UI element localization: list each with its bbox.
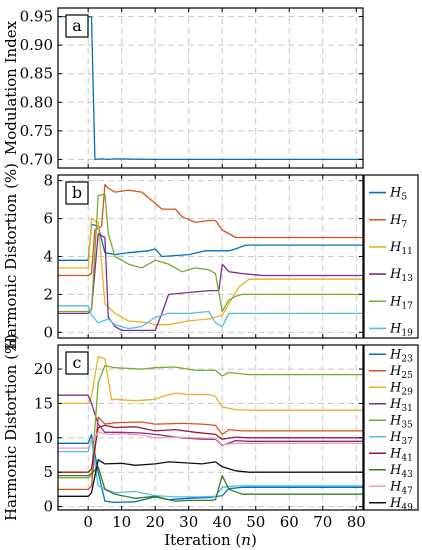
y-tick-label: 10 [34, 429, 53, 447]
y-tick-label: 2 [43, 285, 53, 303]
y-tick-label: 6 [43, 210, 53, 228]
series-line-h41 [58, 424, 363, 473]
series-line-0 [58, 15, 363, 161]
legend-label-h43: H43 [389, 463, 413, 480]
legend-label-h19: H19 [389, 321, 413, 338]
legend-label-h5: H5 [389, 186, 407, 203]
legend: H5 H7 H11 H13 H17 H19 [363, 174, 419, 339]
y-tick-label: 0.75 [20, 122, 53, 140]
y-tick-label: 0.95 [20, 8, 53, 26]
x-tick-label: 0 [83, 513, 93, 531]
panel-label: b [72, 183, 82, 202]
series-line-h29 [58, 356, 363, 411]
y-tick-label: 0.85 [20, 65, 53, 83]
legend-label-h29: H29 [389, 380, 413, 397]
panel-c: 0 5 10 15 20 0 10 20 30 40 50 60 70 80 Iteration (n) Ha… [2, 334, 419, 549]
x-tick-label: 80 [347, 513, 366, 531]
x-tick-label: 10 [112, 513, 131, 531]
x-tick-label: 70 [313, 513, 332, 531]
series-line-h19 [58, 305, 363, 330]
legend-box [363, 344, 419, 511]
grid-lines [58, 8, 363, 168]
ticks [58, 8, 363, 168]
panel-label: c [73, 353, 82, 372]
x-tick-label: 50 [246, 513, 265, 531]
series-line-h31 [58, 394, 363, 447]
series-line-h11 [58, 217, 363, 326]
legend-label-h11: H11 [389, 240, 413, 257]
y-axis-label: Harmonic Distortion (%) [2, 163, 20, 350]
legend-label-h41: H41 [389, 446, 413, 463]
y-tick-label: 5 [43, 463, 53, 481]
legend-box [363, 174, 419, 339]
series-line-h49 [58, 459, 363, 497]
series-line-h25 [58, 416, 363, 491]
x-tick-label: 40 [213, 513, 232, 531]
panel-label-box [65, 351, 89, 375]
ticks [58, 345, 363, 510]
y-tick-label: 0 [43, 323, 53, 341]
plot-frame [57, 7, 364, 169]
ticks [58, 175, 363, 338]
series-group [58, 183, 363, 332]
y-axis-label: Harmonic Distortion (%) [2, 334, 20, 521]
legend-label-h37: H37 [389, 430, 413, 447]
legend-label-h35: H35 [389, 413, 413, 430]
series-line-h37 [58, 438, 363, 498]
y-tick-label: 0.70 [20, 150, 53, 168]
legend-label-h31: H31 [389, 397, 413, 414]
y-tick-label: 4 [43, 248, 53, 266]
x-tick-label: 60 [280, 513, 299, 531]
panel-label-box [65, 14, 89, 38]
legend-label-h13: H13 [389, 267, 413, 284]
series-line-h35 [58, 364, 363, 479]
y-tick-label: 20 [34, 360, 53, 378]
y-tick-label: 0.90 [20, 36, 53, 54]
legend-label-h47: H47 [389, 479, 413, 496]
legend-label-h23: H23 [389, 347, 413, 364]
series-group [58, 356, 363, 504]
legend-label-h25: H25 [389, 364, 413, 381]
series-line-h7 [58, 183, 363, 277]
x-axis-label: Iteration (n) [164, 531, 257, 549]
series-line-h13 [58, 233, 363, 332]
series-line-h5 [58, 223, 363, 261]
y-tick-label: 0.80 [20, 93, 53, 111]
legend-label-h17: H17 [389, 294, 413, 311]
panel-label-box [65, 181, 89, 205]
plot-frame [57, 344, 364, 511]
y-tick-label: 0 [43, 498, 53, 516]
x-tick-label: 20 [146, 513, 165, 531]
legend-label-h7: H7 [389, 213, 407, 230]
legend-label-h49: H49 [389, 496, 413, 513]
series-group [58, 15, 363, 161]
series-line-h47 [58, 431, 363, 449]
y-axis-label: Modulation Index [2, 20, 20, 155]
panel-label: a [72, 16, 82, 35]
x-tick-label: 30 [179, 513, 198, 531]
series-line-h23 [58, 433, 363, 504]
y-tick-label: 15 [34, 394, 53, 412]
y-tick-label: 8 [43, 172, 53, 190]
series-line-h17 [58, 193, 363, 313]
series-line-h43 [58, 466, 363, 502]
